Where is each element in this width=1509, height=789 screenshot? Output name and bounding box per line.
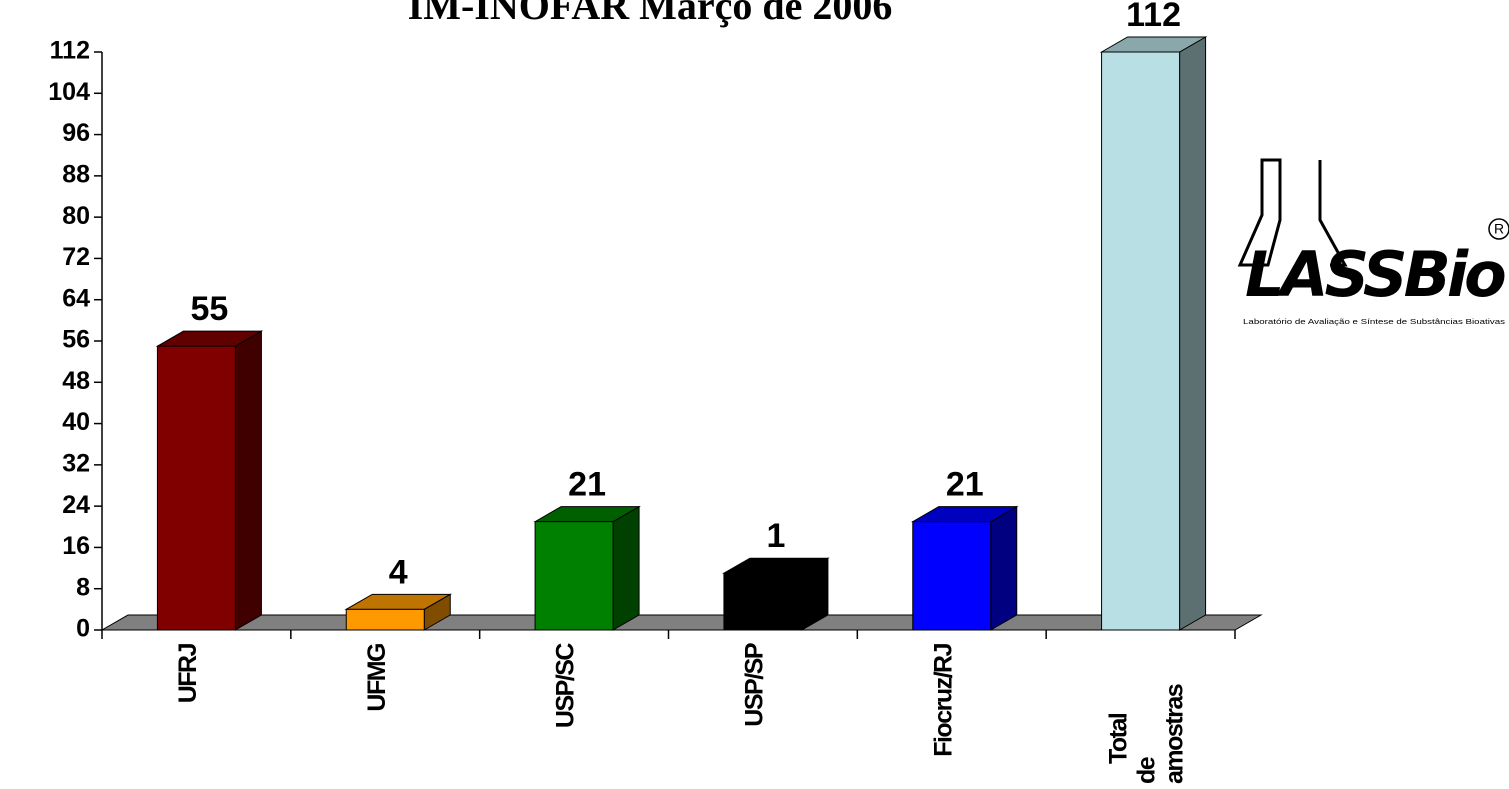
x-tick-label: Fiocruz/RJ — [929, 643, 957, 756]
y-tick-label: 32 — [62, 449, 90, 477]
bar — [1099, 36, 1208, 631]
bar-front — [723, 572, 803, 631]
bar-side — [234, 330, 262, 631]
y-tick-label: 104 — [48, 78, 90, 106]
bar-front — [1101, 51, 1181, 631]
bar-front — [156, 345, 236, 631]
y-tick-label: 88 — [62, 160, 90, 188]
y-tick-label: 72 — [62, 243, 90, 271]
value-label: 55 — [191, 290, 229, 328]
value-label: 112 — [1126, 0, 1181, 34]
logo-flask — [1237, 158, 1348, 267]
y-tick-label: 80 — [62, 202, 90, 230]
value-label: 21 — [946, 466, 984, 504]
x-tick-label: USP/SC — [552, 643, 580, 729]
logo: LASSBio R Laboratório de Avaliação e Sín… — [1237, 158, 1509, 326]
bar — [722, 557, 830, 631]
y-tick-label: 0 — [76, 615, 90, 643]
y-tick-label: 48 — [62, 367, 90, 395]
logo-mark: R — [1494, 221, 1504, 237]
floor — [100, 614, 1263, 631]
logo-text: LASSBio — [1245, 238, 1505, 311]
chart-title: IM-INOFAR Março de 2006 — [408, 0, 893, 28]
y-tick-label: 112 — [50, 37, 90, 65]
x-tick-label: USP/SP — [741, 643, 769, 727]
bar-front — [534, 521, 614, 631]
bar-front — [912, 521, 992, 631]
bar — [155, 330, 264, 631]
x-tick-label: UFRJ — [174, 643, 202, 703]
bar-side — [1179, 36, 1207, 631]
x-tick-label: UFMG — [363, 644, 391, 712]
bar — [344, 593, 453, 631]
y-tick-label: 16 — [62, 532, 90, 560]
bar — [533, 505, 641, 631]
bar-side — [990, 505, 1018, 631]
bar — [910, 505, 1019, 631]
y-tick-label: 8 — [76, 573, 90, 601]
bar-side — [612, 505, 640, 631]
y-tick-label: 56 — [62, 326, 90, 354]
x-tick-label: Totaldeamostras — [1104, 684, 1188, 784]
value-label: 4 — [389, 553, 408, 591]
logo-caption: Laboratório de Avaliação e Síntese de Su… — [1243, 317, 1505, 326]
logo-mark-ring — [1488, 218, 1509, 240]
y-tick-label: 96 — [62, 119, 90, 147]
y-tick-label: 24 — [62, 491, 90, 519]
y-tick-label: 40 — [62, 408, 90, 436]
value-label: 1 — [766, 517, 785, 555]
value-label: 21 — [568, 466, 606, 504]
y-tick-label: 64 — [62, 284, 90, 312]
bar-front — [345, 608, 425, 631]
